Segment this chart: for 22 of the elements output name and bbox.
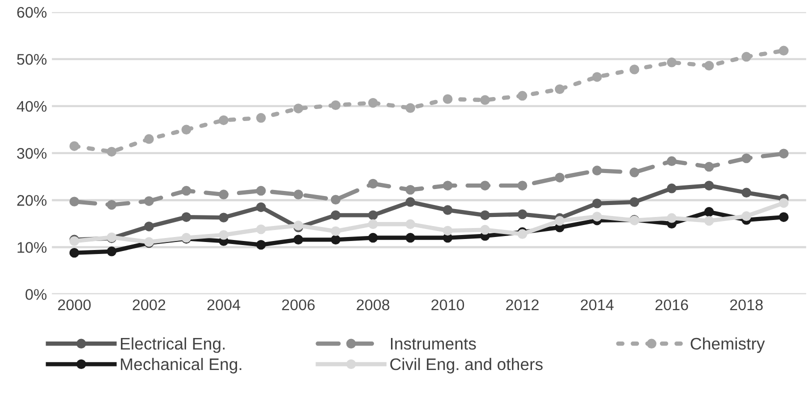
y-tick-label: 30% [17,148,46,159]
legend-label: Instruments [390,338,476,350]
y-tick-label: 60% [17,6,46,18]
x-tick-label: 2004 [207,299,240,310]
x-tick-label: 2016 [655,299,688,310]
y-tick-label: 20% [17,195,46,206]
x-tick-label: 2006 [282,299,315,310]
y-tick-label: 40% [16,100,46,112]
x-tick-label: 2014 [580,299,614,310]
legend-label: Electrical Eng. [120,337,225,353]
x-tick-label: 2018 [730,299,763,310]
legend-label: Mechanical Eng. [120,358,242,374]
x-tick-label: 2010 [431,299,464,310]
x-tick-label: 2000 [58,299,91,310]
x-tick-label: 2008 [356,299,390,310]
y-tick-label: 10% [18,242,46,253]
x-tick-label: 2002 [132,299,166,310]
legend-label: Civil Eng. and others [390,358,543,374]
x-tick-label: 2012 [506,299,539,310]
legend-label: Chemistry [690,337,765,353]
y-tick-label: 50% [17,54,46,65]
y-tick-label: 0% [26,289,46,300]
